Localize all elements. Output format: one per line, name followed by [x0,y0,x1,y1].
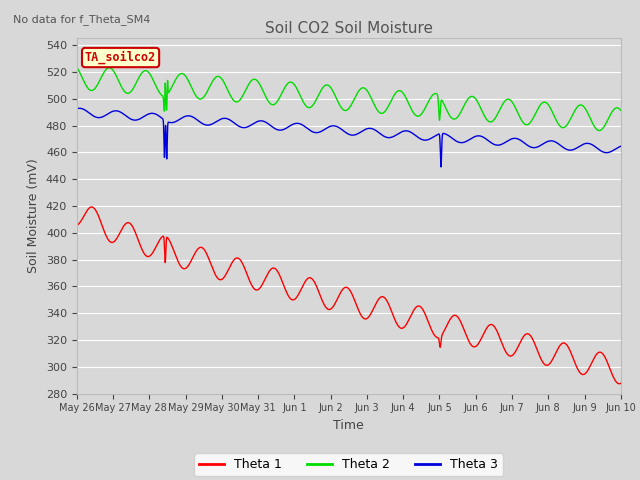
Legend: Theta 1, Theta 2, Theta 3: Theta 1, Theta 2, Theta 3 [195,453,503,476]
Theta 1 [301,278,309,284]
Theta 3 [332,123,339,129]
Theta 3 [600,149,608,155]
Theta 2 [600,123,608,129]
Theta 2 [595,128,603,133]
Theta 1 [573,365,581,371]
Theta 1 [332,300,339,306]
Theta 2 [306,105,314,110]
Theta 1 [616,381,623,386]
Title: Soil CO2 Soil Moisture: Soil CO2 Soil Moisture [265,21,433,36]
Theta 3 [573,145,581,151]
Y-axis label: Soil Moisture (mV): Soil Moisture (mV) [28,158,40,274]
Theta 1 [73,222,81,228]
Text: TA_soilco2: TA_soilco2 [85,51,156,64]
X-axis label: Time: Time [333,419,364,432]
Theta 1 [600,353,608,359]
Theta 3 [468,135,476,141]
Line: Theta 1: Theta 1 [77,207,621,384]
Theta 3 [617,144,625,149]
Theta 2 [73,65,81,71]
Text: No data for f_Theta_SM4: No data for f_Theta_SM4 [13,14,150,25]
Theta 2 [301,102,309,108]
Theta 2 [332,93,339,99]
Theta 3 [301,124,309,130]
Theta 1 [306,275,314,281]
Theta 1 [617,381,625,386]
Theta 1 [468,343,476,349]
Theta 2 [617,108,625,113]
Line: Theta 2: Theta 2 [77,68,621,131]
Theta 1 [88,204,95,210]
Theta 3 [306,127,314,133]
Theta 2 [468,94,476,99]
Theta 3 [76,106,83,111]
Theta 3 [73,106,81,112]
Theta 3 [437,164,445,170]
Line: Theta 3: Theta 3 [77,108,621,167]
Theta 2 [573,105,581,110]
